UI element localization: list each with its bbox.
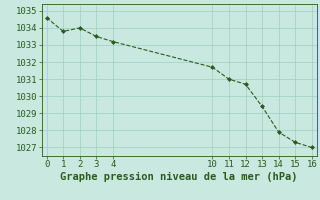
X-axis label: Graphe pression niveau de la mer (hPa): Graphe pression niveau de la mer (hPa)	[60, 172, 298, 182]
